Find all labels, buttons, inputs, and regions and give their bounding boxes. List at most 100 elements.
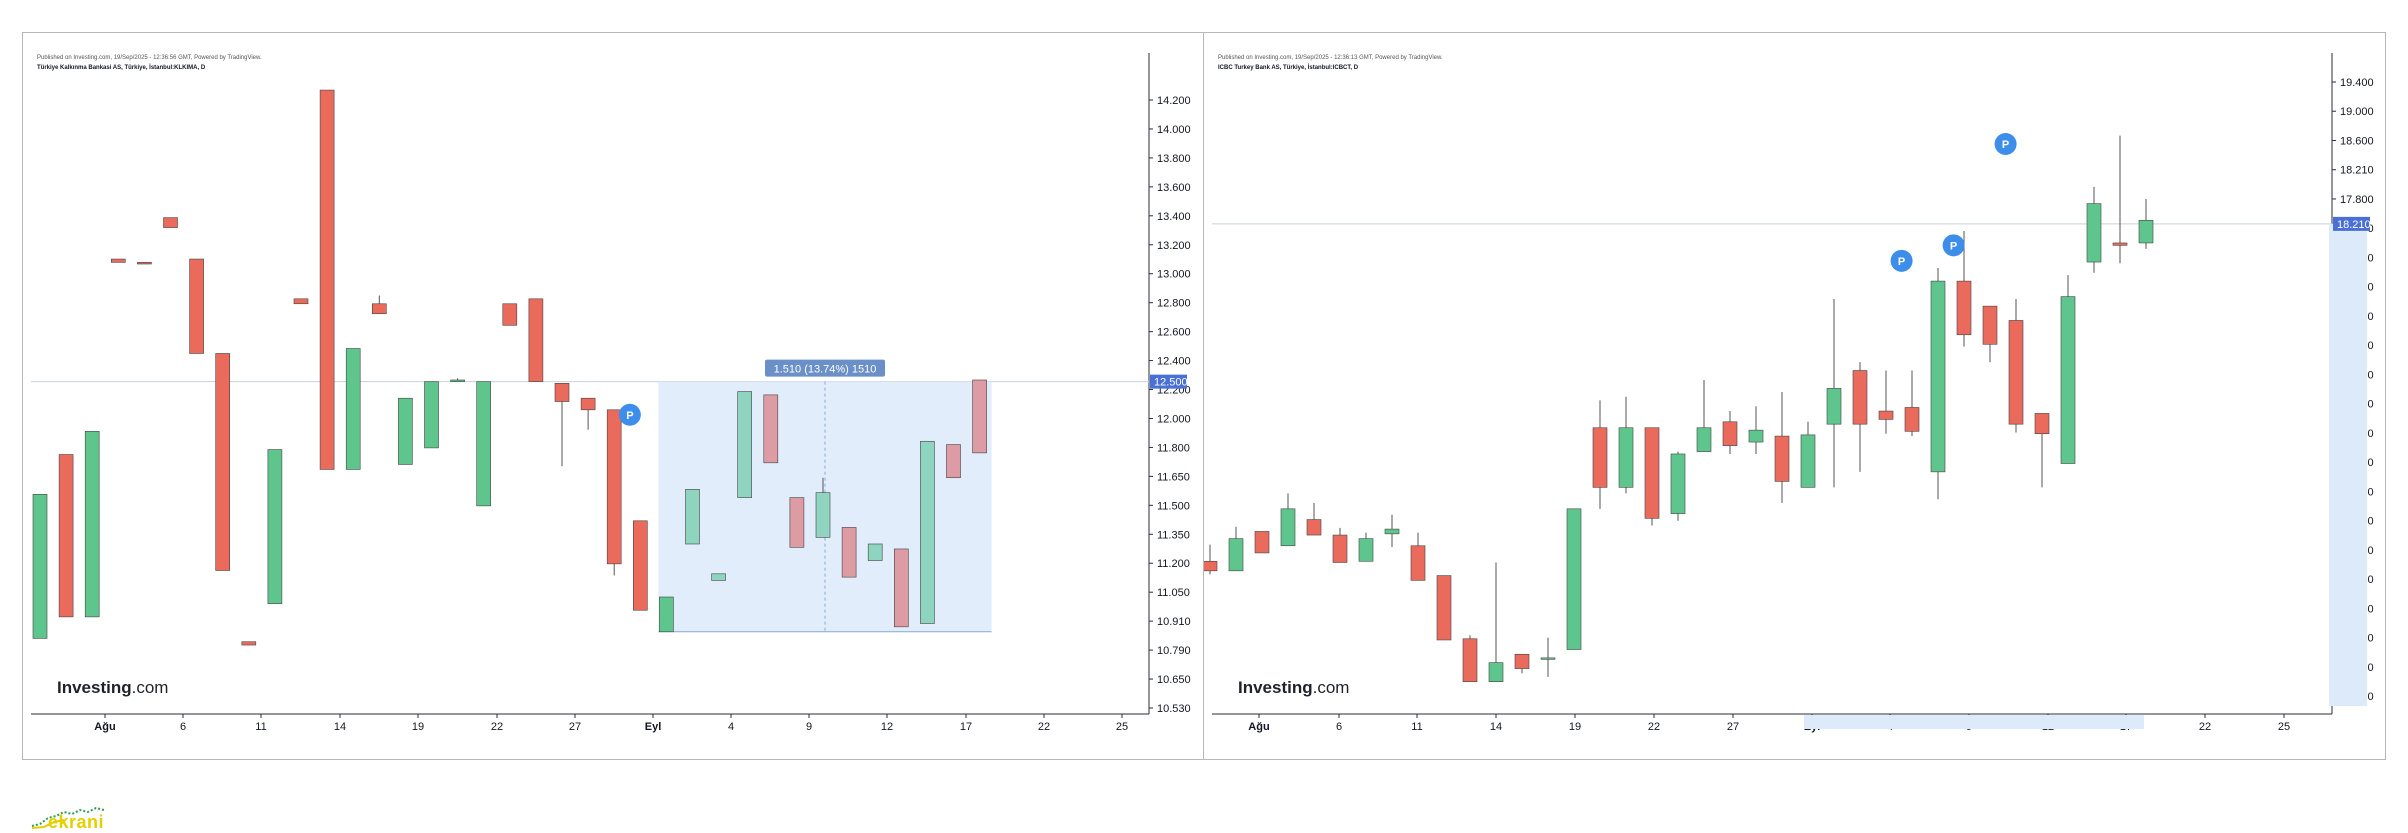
candle-body: [32, 493, 48, 639]
candle-body: [867, 543, 883, 561]
candle-body: [2034, 413, 2050, 435]
candle-body: [1514, 653, 1530, 669]
time-axis-label: 22: [491, 721, 503, 733]
candle-body: [1722, 421, 1738, 446]
time-axis-label: 19: [412, 721, 424, 733]
price-axis-label: 13.600: [1157, 182, 1191, 194]
right-chart[interactable]: Published on Investing.com, 19/Sep/2025 …: [1204, 33, 2385, 759]
p-marker-label: P: [626, 410, 633, 422]
left-chart[interactable]: Published on Investing.com, 19/Sep/2025 …: [23, 33, 1202, 759]
candle-body: [580, 397, 596, 411]
time-axis-label: Ağu: [1248, 721, 1269, 733]
candle-body: [1982, 305, 1998, 345]
candle-body: [1696, 427, 1712, 452]
time-axis-label: 14: [334, 721, 346, 733]
candle-body: [58, 454, 74, 618]
candle-body: [2060, 296, 2076, 464]
candle-body: [1826, 388, 1842, 425]
current-price-label: 12.500: [1154, 377, 1188, 389]
candle-body: [398, 397, 413, 465]
candle-body: [841, 527, 857, 578]
candle-body: [1566, 508, 1582, 650]
candle-body: [606, 409, 622, 565]
chart-header-symbol: Türkiye Kalkınma Bankasi AS, Türkiye, İs…: [37, 64, 206, 71]
p-marker-icon: [1994, 132, 2017, 155]
candle-body: [137, 262, 152, 265]
candle-body: [450, 379, 465, 382]
chart-frame: [22, 32, 2386, 760]
ekrani-watermark-logo: [31, 806, 105, 829]
candle-body: [1852, 370, 1868, 425]
price-axis-label: 12.600: [1157, 327, 1191, 339]
price-axis-label: 14.000: [1157, 124, 1191, 136]
candle-body: [424, 381, 439, 449]
investing-logo: Investing.com: [57, 678, 168, 697]
candle-body: [2138, 219, 2154, 244]
candle-body: [1436, 575, 1452, 641]
candle-body: [1228, 538, 1244, 572]
price-axis-label: 11.200: [1157, 558, 1190, 570]
price-axis-label: 18.210: [2340, 165, 2374, 177]
price-axis-label: 14.200: [1157, 95, 1191, 107]
price-axis-label: 13.800: [1157, 153, 1191, 165]
time-axis-label: Ağu: [94, 721, 115, 733]
investing-logo: Investing.com: [1238, 678, 1349, 697]
price-axis-range-highlight: [2329, 223, 2367, 706]
candle-body: [1410, 545, 1426, 581]
chart-header-published: Published on Investing.com, 19/Sep/2025 …: [1218, 55, 1443, 61]
candle-body: [215, 353, 230, 571]
time-axis-label: 12: [881, 721, 893, 733]
time-axis-label: 6: [180, 721, 186, 733]
candle-body: [946, 444, 961, 479]
watermark-text: ekrani: [48, 812, 105, 832]
measure-label-tag: [765, 359, 885, 377]
time-axis-label: 6: [1336, 721, 1342, 733]
candle-body: [267, 449, 283, 604]
time-axis-label: 11: [255, 721, 266, 733]
candle-body: [789, 497, 805, 548]
price-axis-label: 17.800: [2340, 194, 2374, 206]
time-axis-label: 25: [1116, 721, 1128, 733]
price-axis-label: 12.800: [1157, 298, 1191, 310]
candle-body: [189, 258, 204, 354]
candle-body: [528, 298, 544, 382]
candle-body: [893, 548, 909, 628]
current-price-label: 18.210: [2337, 219, 2371, 231]
candle-body: [1592, 427, 1608, 488]
candle-body: [711, 573, 726, 581]
time-axis-label: Eyl: [645, 721, 662, 733]
candle-body: [163, 217, 178, 228]
candle-body: [1748, 429, 1764, 443]
time-axis-label: 9: [806, 721, 812, 733]
candle-body: [737, 391, 753, 498]
chart-divider: [1203, 32, 1204, 760]
candle-body: [2086, 203, 2102, 263]
candle-body: [1670, 453, 1686, 514]
time-axis-label: 27: [1727, 721, 1739, 733]
candle-body: [1618, 427, 1634, 488]
candle-body: [319, 89, 335, 470]
price-axis-label: 10.790: [1157, 645, 1191, 657]
candle-body: [2008, 320, 2024, 425]
price-axis-label: 11.500: [1157, 500, 1190, 512]
time-axis-label: 4: [728, 721, 734, 733]
candle-body: [1956, 280, 1972, 336]
time-axis-label: 25: [2278, 721, 2290, 733]
price-axis-label: 12.400: [1157, 356, 1191, 368]
time-axis-label: 11: [1411, 721, 1422, 733]
candle-body: [972, 379, 987, 454]
p-marker-label: P: [2002, 139, 2009, 151]
candle-body: [1306, 519, 1322, 536]
time-axis-label: 27: [569, 721, 581, 733]
candle-body: [84, 431, 100, 618]
price-axis-label: 11.050: [1157, 587, 1190, 599]
candle-body: [1488, 662, 1504, 682]
candle-body: [1332, 534, 1348, 563]
candle-body: [763, 394, 779, 464]
candle-body: [1878, 410, 1894, 420]
price-axis-label: 13.200: [1157, 240, 1191, 252]
chart-header-symbol: ICBC Turkey Bank AS, Türkiye, İstanbul:I…: [1218, 64, 1359, 71]
price-axis-label: 19.400: [2340, 77, 2374, 89]
p-marker-label: P: [1950, 240, 1957, 252]
chart-header-published: Published on Investing.com, 19/Sep/2025 …: [37, 55, 262, 61]
